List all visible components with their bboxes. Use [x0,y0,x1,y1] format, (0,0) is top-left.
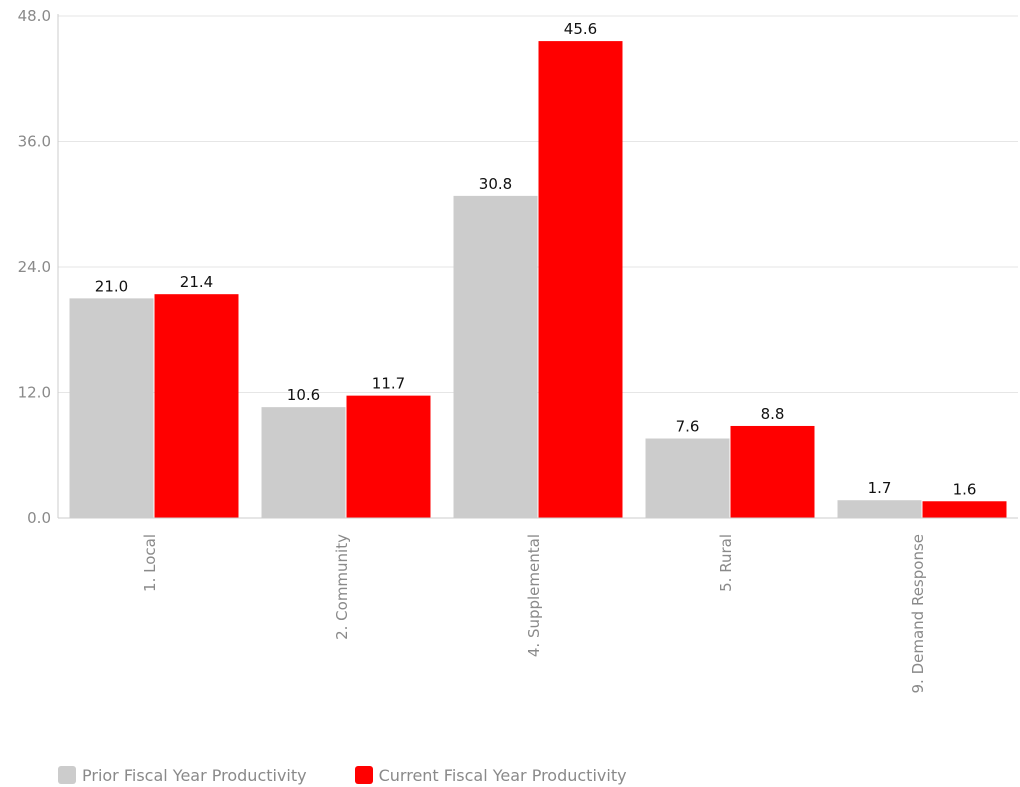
y-tick-label: 0.0 [27,509,51,527]
bar-current[interactable] [922,501,1007,518]
axis-layer: 0.0 12.0 24.0 36.0 48.0 1. Local 2. Community 4… [18,7,1018,694]
bar-prior[interactable] [837,500,922,518]
legend-label-prior: Prior Fiscal Year Productivity [82,765,307,785]
legend-item-current[interactable]: Current Fiscal Year Productivity [354,765,627,785]
x-category-label: 4. Supplemental [525,534,543,657]
bar-current[interactable] [730,425,815,518]
bar-current[interactable] [154,294,239,518]
y-tick-label: 36.0 [18,133,51,151]
bar-prior[interactable] [453,195,538,518]
x-category-label: 1. Local [141,534,159,592]
x-category-label: 9. Demand Response [909,534,927,694]
bar-prior[interactable] [261,407,346,518]
bar-chart-svg: 21.0 21.4 10.6 11.7 30.8 45.6 7.6 8.8 1.7 1.6 0.0… [18,7,1018,694]
x-category-label: 2. Community [333,534,351,640]
y-tick-label: 24.0 [18,258,51,276]
bars-layer [69,41,1007,518]
legend-label-current: Current Fiscal Year Productivity [378,765,627,785]
data-label-current: 21.4 [180,273,213,291]
bar-current[interactable] [346,395,431,518]
bar-prior[interactable] [69,298,154,518]
bar-prior[interactable] [645,438,730,518]
grid-layer [58,15,1018,393]
data-label-prior: 30.8 [479,175,512,193]
legend-swatch-prior [58,766,76,784]
labels-layer: 21.0 21.4 10.6 11.7 30.8 45.6 7.6 8.8 1.7 1.6 [95,20,977,498]
legend: Prior Fiscal Year Productivity Current F… [58,764,675,786]
data-label-current: 11.7 [372,375,405,393]
data-label-prior: 1.7 [868,479,892,497]
data-label-prior: 10.6 [287,386,320,404]
data-label-prior: 7.6 [676,418,700,436]
data-label-prior: 21.0 [95,277,128,295]
data-label-current: 1.6 [953,480,977,498]
x-category-label: 5. Rural [717,534,735,592]
y-tick-label: 12.0 [18,384,51,402]
data-label-current: 8.8 [761,405,785,423]
data-label-current: 45.6 [564,20,597,38]
bar-current[interactable] [538,41,623,518]
legend-swatch-current [354,766,373,784]
y-tick-label: 48.0 [18,7,51,25]
legend-item-prior[interactable]: Prior Fiscal Year Productivity [58,766,307,785]
